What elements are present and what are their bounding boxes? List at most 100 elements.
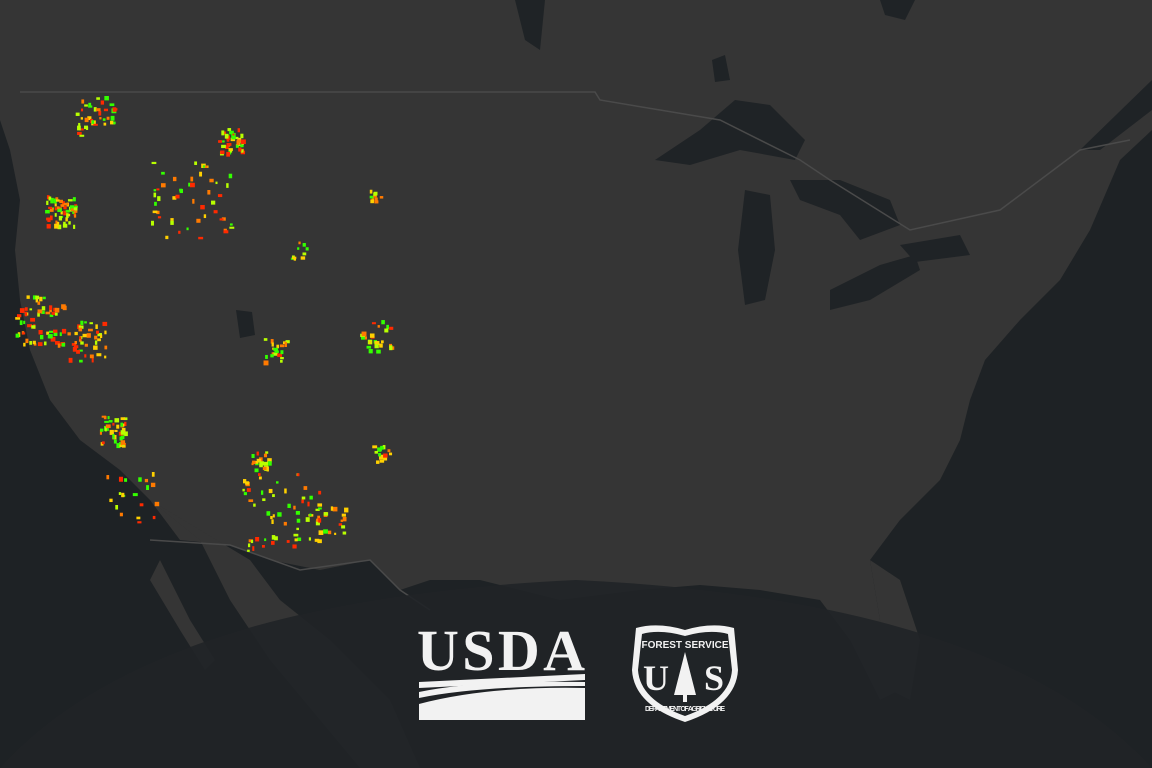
- fire-detection: [318, 490, 322, 495]
- fire-detection: [369, 333, 375, 338]
- fire-detection: [95, 324, 98, 329]
- fire-detection: [99, 117, 102, 120]
- fire-detection: [344, 507, 349, 513]
- fire-detection: [54, 312, 58, 316]
- land-north-america: [0, 0, 1152, 700]
- fire-detection: [287, 503, 291, 508]
- fire-detection: [61, 328, 67, 334]
- fire-detection: [253, 503, 256, 507]
- fire-detection: [379, 454, 384, 460]
- fire-detection: [55, 341, 60, 345]
- fire-detection: [226, 139, 230, 142]
- fire-detection: [314, 538, 320, 542]
- fire-detection: [382, 445, 386, 450]
- fire-detection: [109, 103, 115, 107]
- fire-detection: [383, 457, 388, 461]
- fire-detection: [54, 203, 57, 207]
- fire-detection: [42, 296, 46, 300]
- fire-detection: [361, 331, 367, 337]
- fire-detection: [78, 122, 81, 128]
- fire-detection: [105, 424, 111, 429]
- fire-detection: [96, 353, 102, 357]
- fire-detection: [106, 116, 110, 120]
- fire-detection: [57, 208, 62, 212]
- fire-detection: [78, 128, 84, 131]
- fire-detection: [97, 338, 101, 342]
- lake-huron: [790, 180, 900, 240]
- fire-detection: [132, 493, 138, 497]
- fire-detection: [157, 196, 161, 202]
- fire-detection: [309, 513, 312, 517]
- fire-detection: [250, 539, 254, 544]
- fire-detection: [74, 331, 78, 336]
- fire-detection: [179, 188, 183, 192]
- fire-detection: [30, 317, 36, 322]
- us-mexico-border: [149, 539, 431, 611]
- fire-detection: [317, 539, 322, 544]
- fire-detection: [240, 144, 244, 148]
- fire-detection: [91, 120, 95, 124]
- fire-detection: [82, 333, 87, 338]
- fire-detection: [316, 518, 319, 522]
- fire-detection: [76, 350, 80, 354]
- fire-detection: [104, 355, 107, 359]
- fire-detection: [296, 527, 300, 531]
- fire-detection: [387, 449, 391, 453]
- fire-detection: [78, 339, 82, 342]
- fire-detection: [19, 308, 25, 313]
- fire-detection: [219, 218, 224, 221]
- fire-detection: [68, 221, 71, 225]
- fire-detection: [368, 348, 373, 354]
- fire-detection: [229, 130, 234, 135]
- fire-detection: [292, 544, 297, 549]
- fire-detection: [102, 321, 108, 327]
- fire-detection: [323, 512, 329, 516]
- fire-detection: [62, 201, 65, 206]
- fire-detection: [51, 311, 56, 316]
- fire-detection: [93, 123, 98, 126]
- fire-detection: [123, 431, 128, 437]
- fire-detection: [259, 461, 265, 466]
- fire-detection: [25, 338, 29, 344]
- fire-detection: [380, 446, 384, 450]
- fire-detection: [86, 333, 91, 338]
- fire-detection: [152, 210, 158, 214]
- fire-detection: [386, 324, 389, 330]
- fire-detection: [271, 352, 274, 356]
- fire-detection: [224, 133, 229, 139]
- fire-detection: [282, 341, 287, 345]
- fire-detection: [99, 334, 103, 339]
- fire-detection: [124, 478, 128, 482]
- fire-detection: [37, 301, 41, 305]
- fire-detection: [49, 308, 52, 313]
- fire-detection: [178, 230, 181, 234]
- fire-detection: [266, 466, 269, 472]
- fire-detection: [317, 503, 323, 507]
- fire-detection: [221, 130, 225, 136]
- fire-detection: [113, 439, 117, 444]
- fire-detection: [384, 328, 389, 333]
- fire-detection: [270, 516, 273, 520]
- fire-detection: [235, 144, 240, 148]
- fire-detection: [96, 97, 100, 100]
- fire-detection: [237, 137, 242, 141]
- fire-detection: [247, 549, 250, 552]
- fire-detection: [302, 243, 306, 247]
- lake-erie: [830, 255, 920, 310]
- fire-detection: [327, 530, 332, 535]
- fire-detection: [293, 258, 297, 261]
- fire-detection: [114, 418, 120, 423]
- fire-detection: [189, 182, 195, 188]
- fire-detection: [192, 198, 195, 204]
- fire-detection: [55, 197, 59, 200]
- fire-detection: [374, 341, 380, 346]
- fire-detection: [146, 485, 149, 490]
- fire-detection: [38, 330, 43, 335]
- fire-detection: [73, 345, 79, 349]
- fire-detection: [284, 342, 287, 348]
- fire-detection: [55, 199, 60, 202]
- fire-detection: [73, 224, 76, 229]
- fire-detection: [84, 321, 87, 324]
